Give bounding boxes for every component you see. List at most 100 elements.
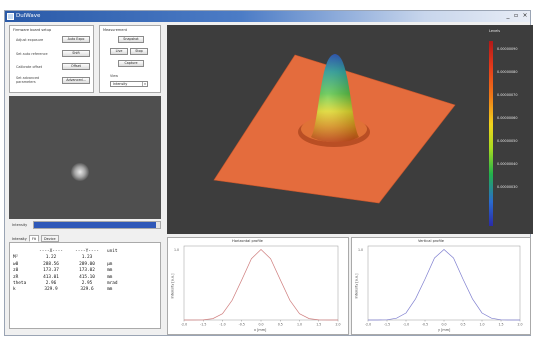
plot-frame — [367, 245, 521, 321]
colorbar-tick: 0.00000080 — [497, 70, 518, 74]
x-tick-label: 0.5 — [278, 323, 283, 327]
tab-device[interactable]: Device — [41, 235, 59, 242]
advanced-parameters-label: Set advanced parameters — [16, 76, 40, 84]
results-cell: k — [13, 287, 16, 293]
x-tick-label: 0.0 — [441, 323, 446, 327]
results-cell: M² — [13, 255, 19, 261]
x-tick-label: 0.5 — [460, 323, 465, 327]
advanced-button[interactable]: Advanced... — [62, 77, 90, 84]
beam-peak-shading — [311, 54, 359, 143]
results-row: z0 173.37 173.02 mm — [13, 268, 127, 274]
x-tick-label: 1.0 — [297, 323, 302, 327]
results-cell: 173.37 — [43, 268, 59, 274]
plot-frame — [183, 245, 339, 321]
colorbar-title: Levels — [489, 29, 501, 33]
results-cell: 329.9 — [44, 287, 58, 293]
minimize-button[interactable]: _ — [506, 12, 510, 19]
results-cell: 173.02 — [79, 268, 95, 274]
camera-view[interactable] — [9, 96, 161, 219]
calibrate-offset-label: Calibrate offset — [16, 65, 43, 69]
live-button[interactable]: Live — [110, 48, 128, 55]
results-header-cell: ----Y---- — [75, 249, 99, 254]
firmware-group-title: Firmware board setup — [13, 28, 52, 32]
x-tick-label: 2.0 — [517, 323, 522, 327]
results-row: w0 288.56 289.00 µm — [13, 262, 127, 268]
app-icon — [7, 13, 14, 20]
tab-fit[interactable]: Fit — [29, 235, 39, 242]
results-row: k 329.9 329.6 mm — [13, 287, 127, 293]
colorbar — [489, 41, 493, 226]
results-cell: mm — [107, 274, 113, 280]
horizontal-profile-xlabel: x [mm] — [254, 328, 267, 332]
intensity-bar — [33, 221, 161, 229]
results-cell: theta — [13, 281, 27, 287]
colorbar-tick: 0.00000060 — [497, 116, 518, 120]
horizontal-profile-plot: Horizontal profile Intensity [a.u.] 1.0 … — [167, 237, 349, 335]
fit-results: ----X---- ----Y---- unit M² 1.22 1.23 w0 288.56… — [9, 242, 161, 329]
shift-button[interactable]: Shift — [62, 50, 90, 57]
measurement-group: Measurement Snapshot Live Stop Capture V… — [99, 25, 161, 93]
vertical-profile-svg: -2.0 -1.5 -1.0 -0.5 0.0 0.5 1.0 1.5 2.0 — [365, 245, 523, 327]
snapshot-button[interactable]: Snapshot — [118, 36, 144, 43]
results-cell: 289.00 — [79, 261, 95, 267]
intensity-bar-fill — [34, 222, 157, 228]
results-cell: w0 — [13, 261, 19, 267]
vertical-profile-xlabel: y [mm] — [438, 328, 451, 332]
results-cell: 415.10 — [79, 274, 95, 280]
results-cell: 1.22 — [45, 255, 57, 261]
maximize-button[interactable]: ▫ — [513, 12, 519, 19]
x-tick-label: 1.0 — [479, 323, 484, 327]
results-cell: mm — [107, 268, 113, 274]
x-tick-label: 1.5 — [498, 323, 503, 327]
beam-3d-plot — [213, 54, 456, 204]
x-tick-label: -2.0 — [181, 323, 187, 327]
results-cell: 1.23 — [81, 255, 93, 261]
view-label: View — [110, 74, 119, 78]
beam-3d-view[interactable] — [167, 25, 533, 234]
results-row: theta 2.96 2.95 mrad — [13, 281, 127, 287]
results-row: zR 413.01 415.10 mm — [13, 275, 127, 281]
results-cell: 329.6 — [80, 287, 94, 293]
vertical-profile-title: Vertical profile — [418, 239, 444, 243]
x-tick-label: -1.0 — [403, 323, 409, 327]
results-cell: mrad — [107, 281, 118, 287]
results-cell: mm — [107, 287, 113, 293]
x-tick-label: -1.5 — [384, 323, 390, 327]
x-tick-label: 1.5 — [316, 323, 321, 327]
results-tab-panel: Intensity Fit Device ----X---- ----Y---- u… — [9, 235, 161, 329]
profile-line — [368, 249, 520, 321]
results-header-row: ----X---- ----Y---- unit — [13, 249, 127, 255]
x-tick-label: -0.5 — [422, 323, 428, 327]
chevron-down-icon: ▾ — [142, 82, 147, 86]
title-bar[interactable]: DulWave _ ▫ × — [5, 11, 530, 22]
results-cell: 413.01 — [43, 274, 59, 280]
x-tick-label: -1.5 — [200, 323, 206, 327]
intensity-label: Intensity — [12, 223, 28, 227]
results-cell: µm — [107, 261, 113, 267]
beam-spot-image — [71, 163, 89, 181]
tab-intensity[interactable]: Intensity — [9, 235, 30, 242]
results-cell: zR — [13, 274, 19, 280]
colorbar-tick: 0.00000070 — [497, 93, 518, 97]
firmware-setup-group: Firmware board setup Adjust exposure Aut… — [9, 25, 94, 93]
fit-results-table: ----X---- ----Y---- unit M² 1.22 1.23 w0 288.56… — [13, 249, 127, 294]
x-tick-label: 2.0 — [335, 323, 340, 327]
stop-button[interactable]: Stop — [130, 48, 148, 55]
auto-exposure-button[interactable]: Auto Expo — [62, 36, 90, 43]
horizontal-profile-svg: -2.0 -1.5 -1.0 -0.5 0.0 0.5 1.0 1.5 2.0 — [181, 245, 341, 327]
view-select-value: Intensity — [113, 82, 128, 86]
x-tick-label: -0.5 — [239, 323, 245, 327]
vertical-profile-ytick: 1.0 — [358, 248, 364, 252]
results-row: M² 1.22 1.23 — [13, 255, 127, 261]
horizontal-profile-ytick: 1.0 — [174, 248, 180, 252]
results-cell: z0 — [13, 268, 19, 274]
view-select[interactable]: Intensity ▾ — [110, 81, 148, 87]
capture-button[interactable]: Capture — [118, 60, 144, 67]
colorbar-tick: 0.00000040 — [497, 162, 518, 166]
close-button[interactable]: × — [522, 12, 528, 19]
measurement-group-title: Measurement — [103, 28, 128, 32]
horizontal-profile-title: Horizontal profile — [232, 239, 263, 243]
x-tick-label: 0.0 — [258, 323, 263, 327]
offset-button[interactable]: Offset — [62, 63, 90, 70]
adjust-exposure-label: Adjust exposure — [16, 38, 44, 42]
